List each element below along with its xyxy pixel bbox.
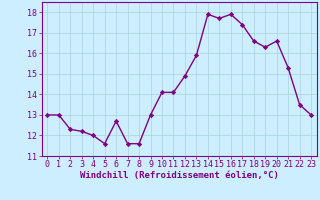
X-axis label: Windchill (Refroidissement éolien,°C): Windchill (Refroidissement éolien,°C) — [80, 171, 279, 180]
